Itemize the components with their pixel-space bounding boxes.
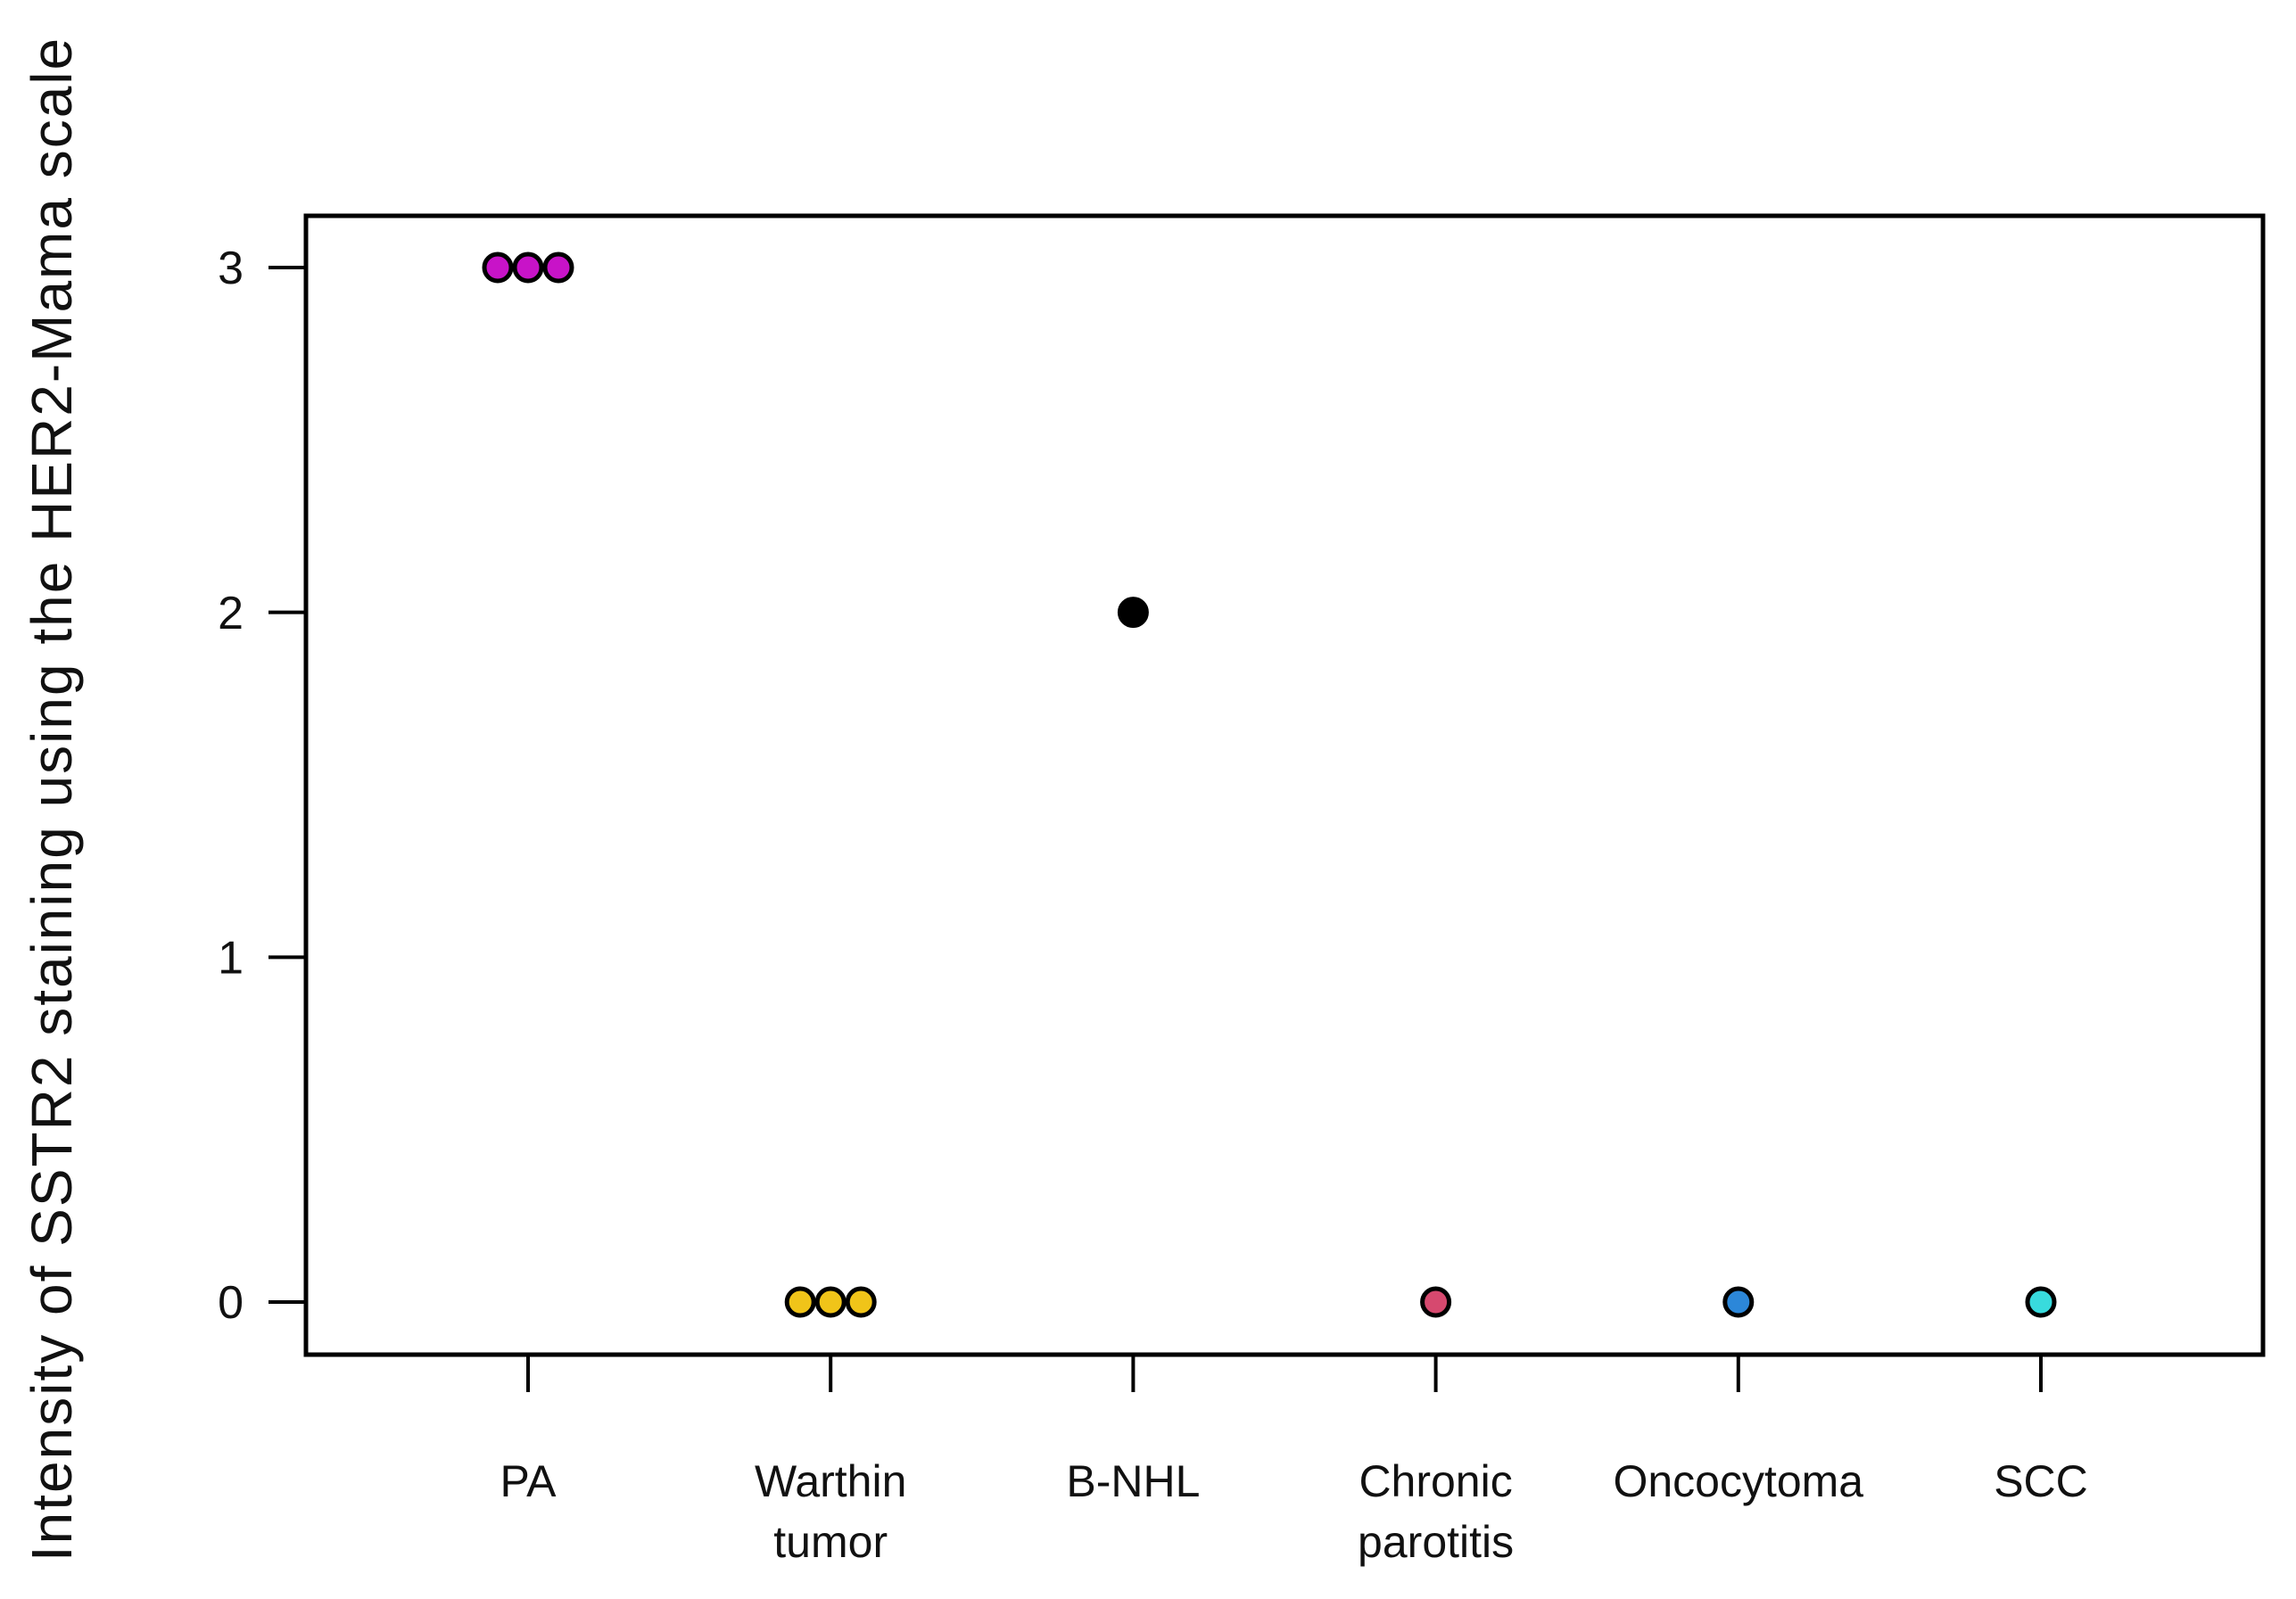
x-category-label: SCC <box>1994 1456 2088 1506</box>
data-point <box>542 251 574 284</box>
x-category-label: Oncocytoma <box>1613 1456 1863 1506</box>
x-category-label: PA <box>500 1456 557 1506</box>
data-point <box>512 251 544 284</box>
data-point <box>845 1286 877 1318</box>
y-tick-label: 3 <box>218 243 244 294</box>
data-point <box>1117 597 1149 629</box>
x-category-label: B-NHL <box>1066 1456 1200 1506</box>
data-point <box>482 251 514 284</box>
y-tick-label: 2 <box>218 588 244 639</box>
y-tick-label: 0 <box>218 1277 244 1329</box>
data-point <box>1420 1286 1452 1318</box>
x-category-label: Chronic parotitis <box>1358 1456 1514 1567</box>
plot-box <box>303 213 2266 1357</box>
x-category-label: Warthin tumor <box>755 1456 906 1567</box>
data-point <box>2025 1286 2057 1318</box>
y-tick-label: 1 <box>218 933 244 985</box>
data-point <box>1722 1286 1755 1318</box>
data-point <box>784 1286 816 1318</box>
data-point <box>814 1286 847 1318</box>
